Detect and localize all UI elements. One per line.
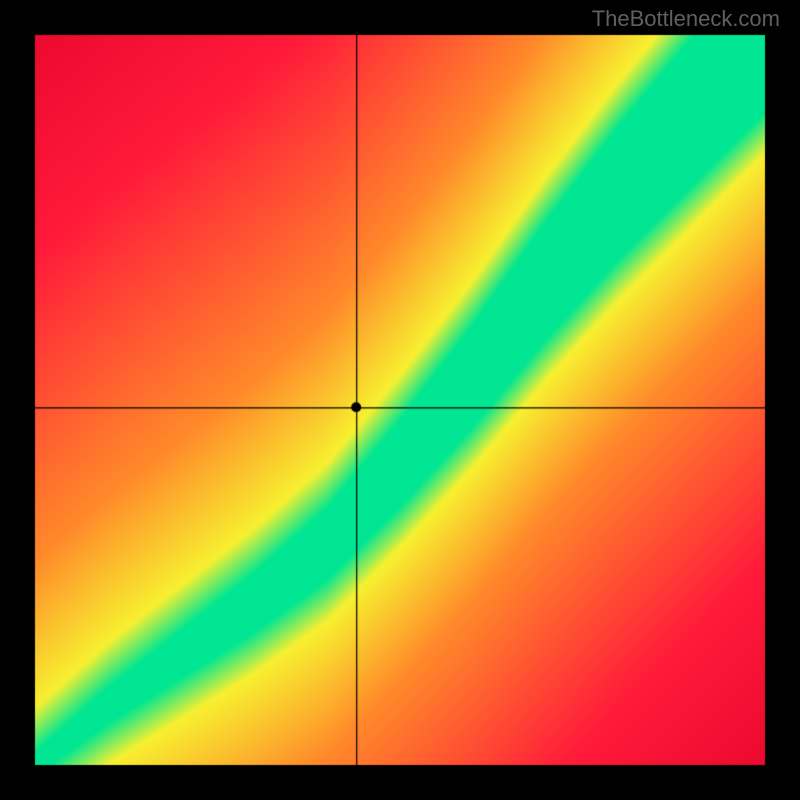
heatmap-canvas	[0, 0, 800, 800]
watermark-text: TheBottleneck.com	[592, 6, 780, 32]
chart-container: TheBottleneck.com	[0, 0, 800, 800]
